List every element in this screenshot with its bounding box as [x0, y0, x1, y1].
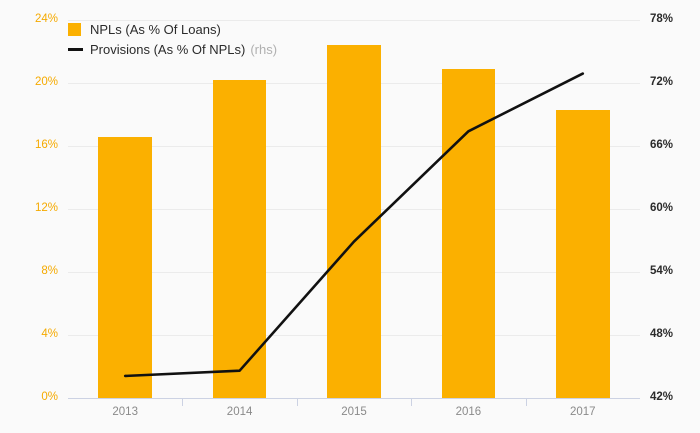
left-axis-tick-label: 0%: [41, 391, 58, 403]
right-axis-tick-label: 60%: [650, 202, 674, 214]
legend-item-npls[interactable]: NPLs (As % Of Loans): [68, 22, 277, 37]
x-axis-tick-label: 2017: [570, 406, 596, 418]
bar[interactable]: [212, 79, 267, 398]
left-axis-tick-label: 4%: [41, 328, 58, 340]
x-axis-tick-label: 2015: [341, 406, 367, 418]
legend-note-rhs: (rhs): [250, 42, 278, 57]
gridline: [68, 398, 640, 399]
legend-label-provisions: Provisions (As % Of NPLs): [90, 42, 246, 57]
legend-label-npls: NPLs (As % Of Loans): [90, 22, 221, 37]
left-axis-tick-label: 24%: [34, 13, 58, 25]
gridline: [68, 20, 640, 21]
x-axis-tick-mark: [525, 398, 527, 406]
left-axis-tick-label: 16%: [34, 139, 58, 151]
x-axis-tick-mark: [182, 398, 184, 406]
left-axis-tick-label: 8%: [41, 265, 58, 277]
chart-legend: NPLs (As % Of Loans) Provisions (As % Of…: [68, 22, 277, 57]
bar[interactable]: [98, 136, 153, 398]
right-axis-tick-label: 42%: [650, 391, 674, 403]
left-axis-tick-label: 12%: [34, 202, 58, 214]
bar[interactable]: [327, 45, 381, 398]
right-axis-tick-label: 66%: [650, 139, 674, 151]
right-axis-tick-label: 54%: [650, 265, 674, 277]
x-axis-tick-label: 2013: [112, 406, 138, 418]
x-axis-tick-label: 2016: [455, 406, 482, 418]
line-swatch-icon: [68, 48, 83, 51]
square-swatch-icon: [68, 23, 81, 36]
right-axis-tick-label: 78%: [650, 13, 674, 25]
left-axis-tick-label: 20%: [34, 76, 58, 88]
right-axis-tick-label: 72%: [650, 76, 674, 88]
legend-item-provisions[interactable]: Provisions (As % Of NPLs) (rhs): [68, 42, 277, 57]
bar[interactable]: [441, 68, 496, 398]
plot-area: [68, 20, 640, 399]
x-axis-tick-mark: [411, 398, 413, 406]
bar[interactable]: [555, 109, 610, 398]
right-axis-tick-label: 48%: [650, 328, 674, 340]
x-axis-tick-label: 2014: [226, 406, 253, 418]
x-axis-tick-mark: [296, 398, 298, 406]
